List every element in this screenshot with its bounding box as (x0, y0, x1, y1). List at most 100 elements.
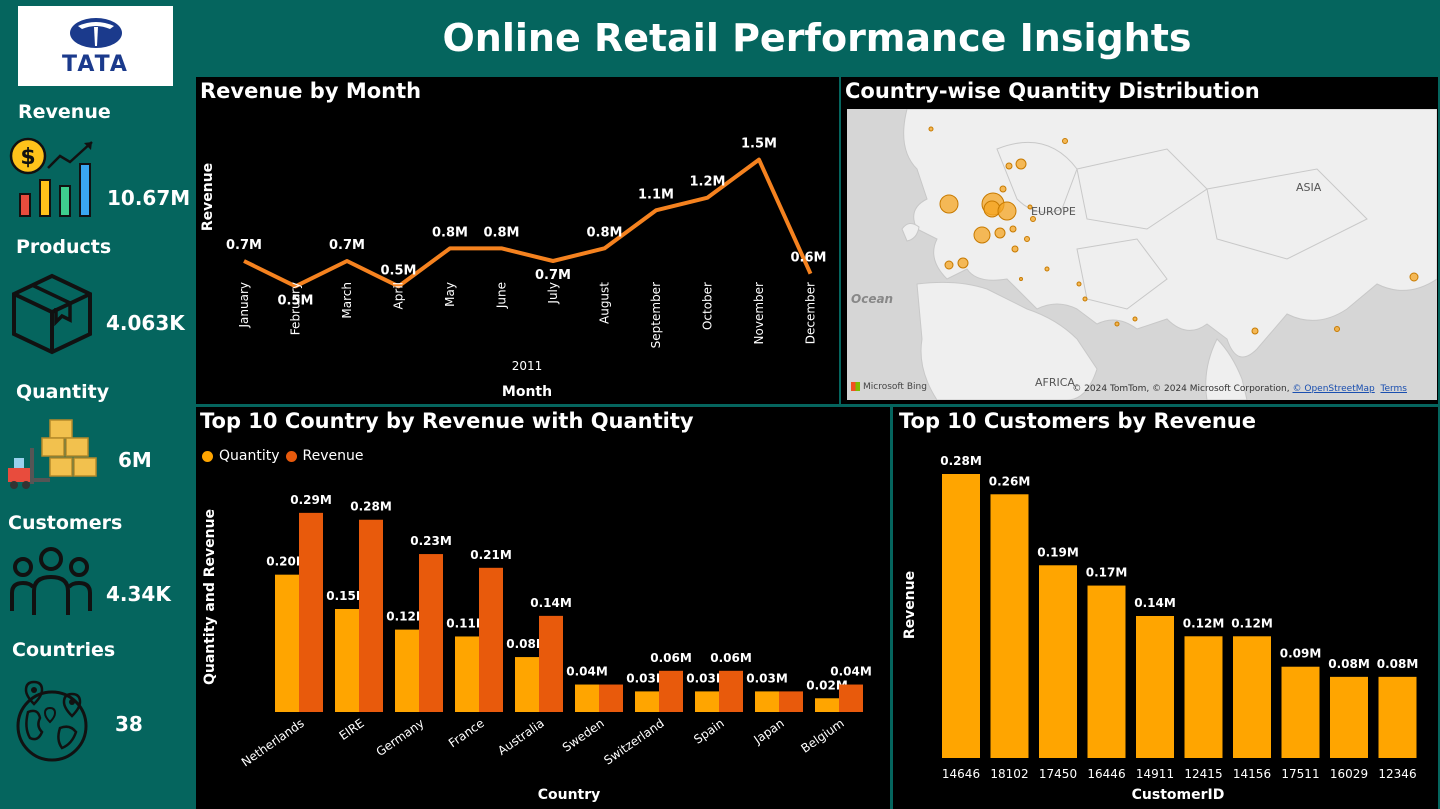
line-x-tick-label: January (237, 282, 251, 329)
quantity-data-label: 0.03M (746, 671, 788, 685)
line-x-tick-label: August (598, 282, 612, 324)
customer-bar (1184, 636, 1223, 758)
page-title: Online Retail Performance Insights (442, 16, 1192, 60)
bing-logo-squares-icon (851, 382, 860, 391)
customer-x-tick-label: 16029 (1330, 767, 1368, 781)
customer-bar (1136, 616, 1174, 758)
customer-bar (1039, 565, 1077, 758)
customer-x-tick-label: 17450 (1039, 767, 1077, 781)
customer-x-axis-label: CustomerID (1132, 787, 1225, 803)
kpi-value-countries: 38 (115, 712, 143, 736)
customer-data-label: 0.28M (940, 454, 982, 468)
revenue-data-label: 0.14M (530, 596, 572, 610)
bing-logo-text: Microsoft Bing (863, 382, 927, 392)
quantity-bar (275, 574, 299, 712)
revenue-bar (839, 684, 863, 712)
quantity-data-label: 0.11M (446, 616, 488, 630)
kpi-value-revenue: 10.67M (107, 186, 191, 210)
customer-bar (1330, 676, 1368, 758)
line-x-tick-label: May (443, 282, 457, 307)
quantity-bar (755, 691, 779, 712)
quantity-bar (335, 609, 359, 712)
customer-x-tick-label: 12415 (1184, 767, 1222, 781)
line-x-tick-label: September (649, 282, 663, 348)
line-data-label: 0.7M (535, 268, 571, 283)
line-data-label: 0.5M (381, 263, 417, 278)
quantity-bar (455, 636, 479, 712)
country-chart-title: Top 10 Country by Revenue with Quantity (200, 409, 694, 433)
customer-x-tick-label: 14646 (942, 767, 980, 781)
revenue-bar (299, 512, 323, 712)
customer-y-axis-label: Revenue (902, 571, 918, 639)
kpi-value-quantity: 6M (118, 448, 152, 472)
line-data-label: 0.8M (484, 225, 520, 240)
country-x-tick-label: Netherlands (239, 716, 307, 769)
quantity-bar (515, 657, 539, 712)
customer-bar (1233, 636, 1271, 758)
tata-emblem-icon (69, 17, 122, 48)
country-y-axis-label: Quantity and Revenue (202, 509, 218, 685)
revenue-bar (419, 554, 443, 712)
revenue-data-label: 0.28M (350, 500, 392, 514)
terms-link[interactable]: Terms (1380, 384, 1407, 394)
dashboard-header: Online Retail Performance Insights (194, 0, 1440, 76)
customer-bar (1378, 676, 1417, 758)
top-customers-panel[interactable]: Top 10 Customers by Revenue 0.28M 14646 0.… (893, 407, 1438, 809)
logo-text: TATA (62, 51, 129, 77)
customer-data-label: 0.26M (989, 474, 1031, 488)
revenue-bar (779, 691, 803, 712)
quantity-data-label: 0.02M (806, 678, 848, 692)
revenue-data-label: 0.04M (830, 665, 872, 679)
quantity-bar (695, 691, 719, 712)
line-data-label: 1.5M (741, 137, 777, 152)
map-label-africa: AFRICA (1035, 376, 1075, 389)
quantity-data-label: 0.04M (566, 665, 608, 679)
revenue-bar (359, 519, 383, 712)
line-x-tick-label: October (701, 282, 715, 330)
line-x-group-label: 2011 (512, 359, 543, 373)
quantity-data-label: 0.15M (326, 589, 368, 603)
customer-bar (1281, 666, 1320, 758)
line-x-tick-label: June (495, 282, 509, 309)
box-icon (12, 273, 92, 355)
country-x-tick-label: France (446, 716, 487, 750)
map-label-ocean: Ocean (851, 292, 894, 306)
quantity-bar (815, 698, 839, 712)
people-icon (10, 547, 92, 615)
quantity-data-label: 0.08M (506, 637, 548, 651)
globe-pins-icon (16, 680, 88, 762)
line-x-tick-label: December (804, 282, 818, 344)
line-x-tick-label: November (752, 282, 766, 344)
kpi-label-customers: Customers (8, 512, 123, 534)
line-x-tick-label: April (392, 282, 406, 309)
country-x-tick-label: Switzerland (601, 716, 666, 768)
country-x-tick-label: EIRE (337, 716, 367, 743)
country-x-tick-label: Spain (691, 716, 726, 747)
line-data-label: 1.1M (638, 187, 674, 202)
line-data-label: 0.8M (432, 225, 468, 240)
quantity-data-label: 0.03M (686, 671, 728, 685)
country-x-axis-label: Country (538, 787, 601, 803)
map-canvas (847, 109, 1437, 400)
quantity-bar (635, 691, 659, 712)
kpi-label-products: Products (16, 236, 112, 258)
revenue-bar (659, 670, 683, 712)
customer-x-tick-label: 17511 (1281, 767, 1319, 781)
country-quantity-map[interactable]: EUROPE ASIA AFRICA Ocean Microsoft Bing … (847, 109, 1437, 400)
map-label-asia: ASIA (1296, 181, 1322, 194)
customer-bar (1087, 585, 1126, 758)
kpi-value-products: 4.063K (106, 311, 185, 335)
kpi-label-quantity: Quantity (16, 381, 110, 403)
revenue-by-month-panel[interactable]: Revenue by Month 0.7M January 0.5M February… (196, 77, 839, 404)
customer-data-label: 0.08M (1328, 657, 1370, 671)
top-country-panel[interactable]: Top 10 Country by Revenue with Quantity … (196, 407, 890, 809)
svg-text:$: $ (20, 145, 35, 170)
legend-quantity-label: Quantity (219, 448, 280, 464)
customer-x-tick-label: 18102 (990, 767, 1028, 781)
customer-x-tick-label: 14156 (1233, 767, 1271, 781)
line-data-label: 0.6M (791, 251, 827, 266)
kpi-label-countries: Countries (12, 639, 116, 661)
customer-data-label: 0.19M (1037, 545, 1079, 559)
osm-link[interactable]: © OpenStreetMap (1292, 384, 1375, 394)
line-x-tick-label: February (289, 282, 303, 335)
